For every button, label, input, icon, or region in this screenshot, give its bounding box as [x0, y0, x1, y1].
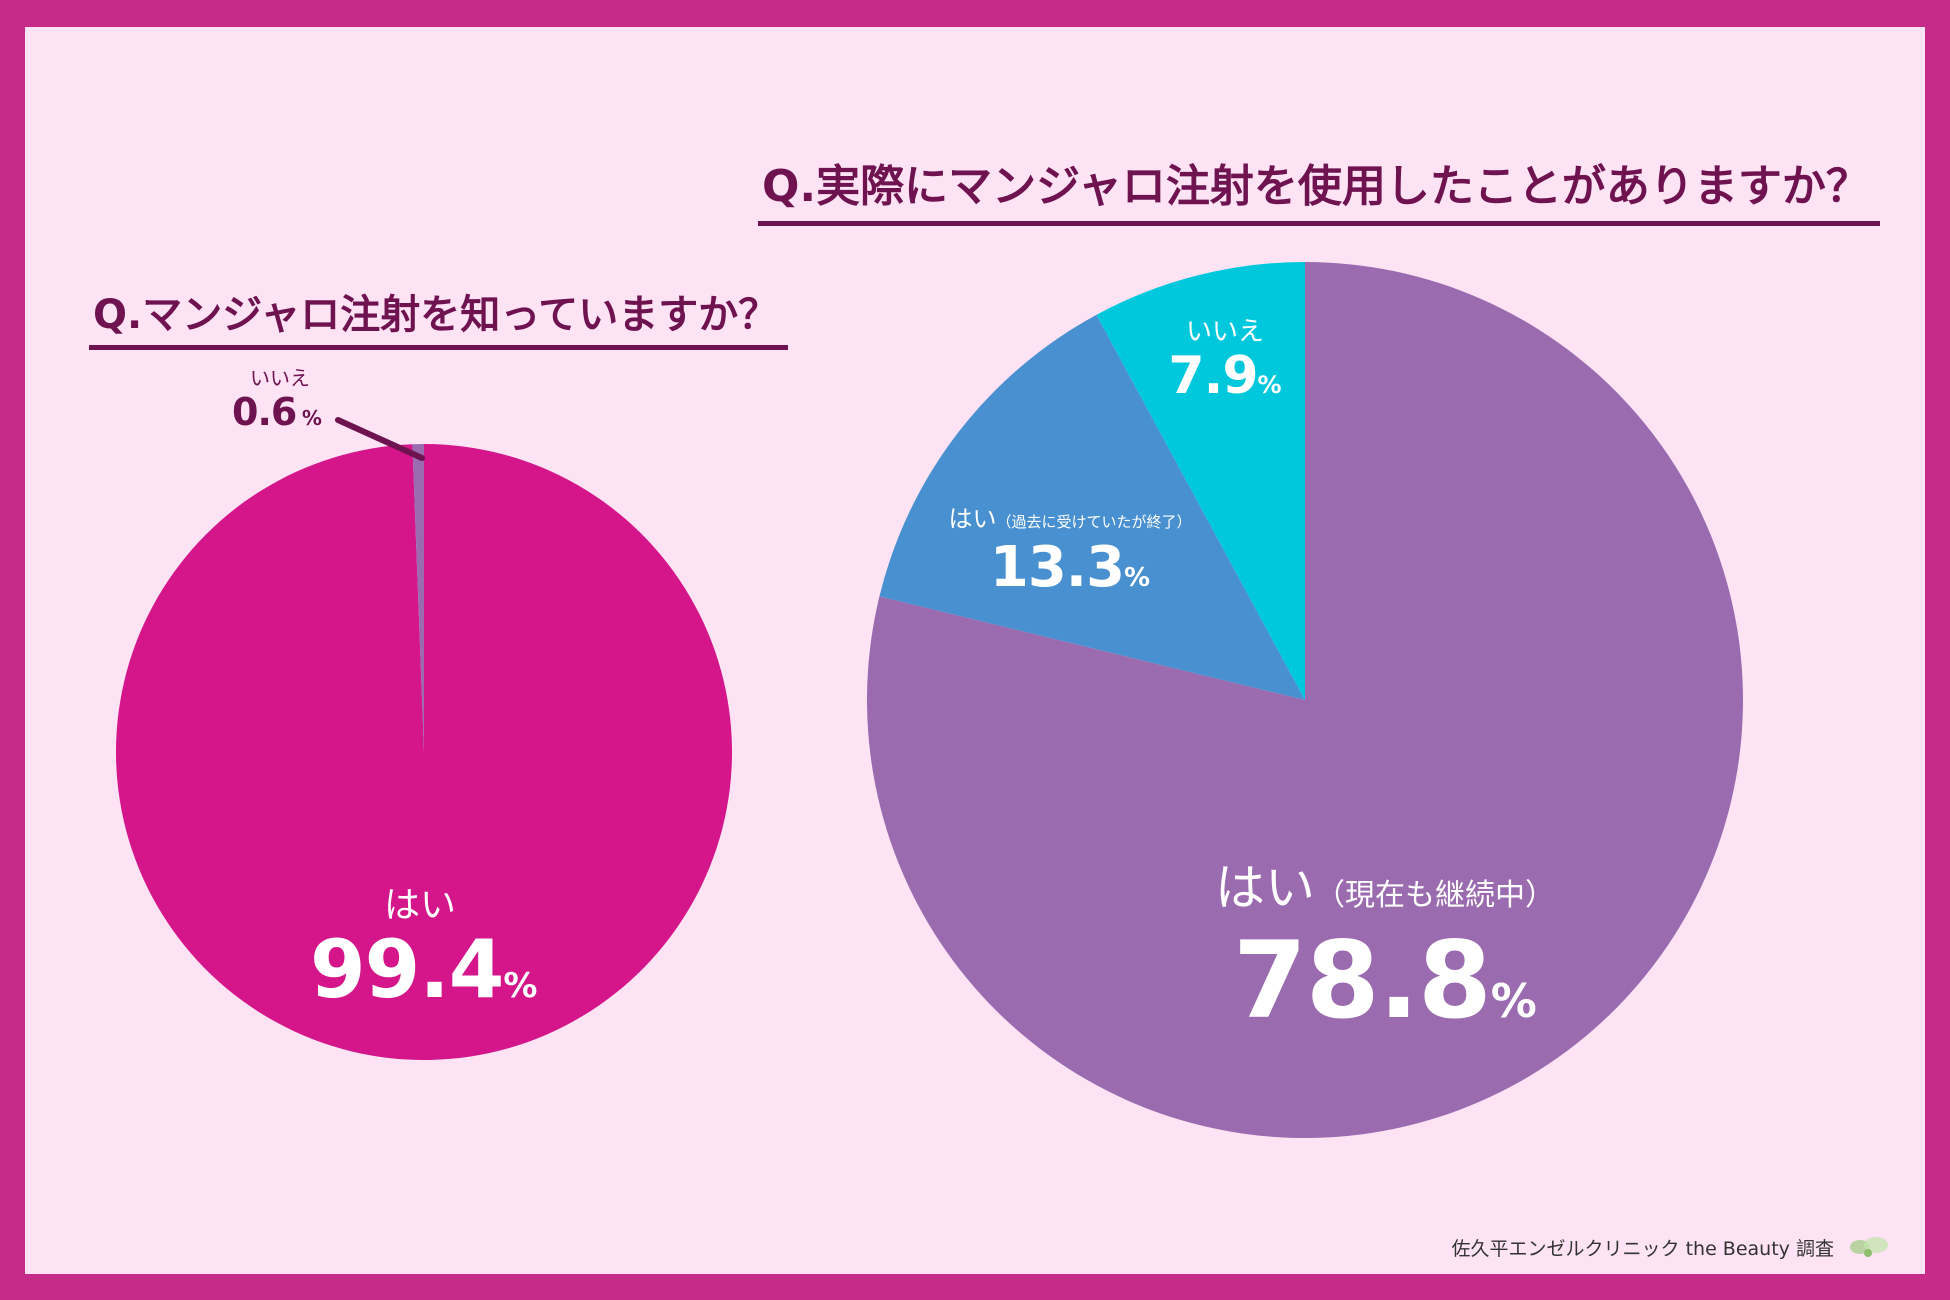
pie1-slice-1 — [412, 444, 424, 752]
chart2-no-name: いいえ — [1185, 317, 1264, 347]
chart2-past-percent: % — [1124, 563, 1151, 593]
leader-line-no — [335, 417, 425, 461]
chart2-past-name: はい — [948, 505, 997, 533]
chart2-current-percent: % — [1490, 974, 1537, 1028]
pie-chart-usage — [867, 262, 1744, 1138]
chart1-yes-percent: % — [503, 966, 538, 1006]
chart2-past-name-row: はい（過去に受けていたが終了） — [920, 503, 1220, 538]
chart2-past-note: （過去に受けていたが終了） — [996, 513, 1192, 531]
chart2-past-value: 13.3 — [989, 535, 1125, 600]
chart2-no-label: いいえ 7.9% — [1150, 316, 1300, 404]
chart2-current-value: 78.8 — [1233, 919, 1492, 1042]
survey-credit: 佐久平エンゼルクリニック the Beauty 調査 — [1452, 1233, 1892, 1266]
chart2-no-value: 7.9 — [1168, 346, 1258, 406]
pie1-slice-0 — [115, 444, 732, 1060]
chart1-yes-value: 99.4 — [310, 923, 504, 1016]
angel-logo-icon — [1846, 1233, 1892, 1266]
pie2-slice-1 — [879, 314, 1305, 700]
chart1-no-percent: % — [301, 406, 322, 430]
chart1-no-label: いいえ 0.6 % — [232, 362, 332, 433]
pie-chart-awareness — [115, 444, 732, 1060]
chart2-title: Q.実際にマンジャロ注射を使用したことがありますか？ — [758, 150, 1880, 226]
chart1-no-name: いいえ — [250, 366, 310, 390]
chart1-title: Q.マンジャロ注射を知っていますか？ — [89, 282, 789, 350]
chart2-past-label: はい（過去に受けていたが終了） 13.3% — [920, 503, 1220, 598]
chart1-no-value: 0.6 — [232, 390, 297, 434]
chart1-yes-label: はい 99.4% — [310, 876, 537, 1016]
chart2-current-note: （現在も継続中） — [1315, 878, 1555, 913]
chart2-current-label: はい（現在も継続中） 78.8% — [1150, 858, 1620, 1036]
chart2-no-percent: % — [1257, 371, 1282, 399]
chart1-yes-name: はい — [383, 885, 456, 926]
chart2-current-name: はい — [1215, 859, 1315, 917]
pie2-slice-2 — [1096, 262, 1305, 700]
chart2-current-name-row: はい（現在も継続中） — [1150, 858, 1620, 926]
